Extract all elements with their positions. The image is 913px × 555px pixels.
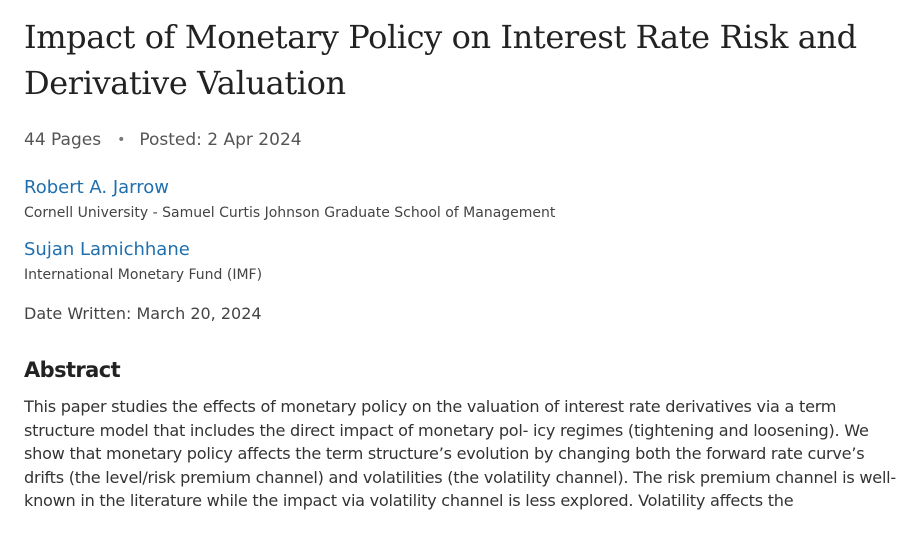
paper-title: Impact of Monetary Policy on Interest Ra… xyxy=(24,18,857,102)
meta-separator: • xyxy=(117,132,126,148)
author-link[interactable]: Robert A. Jarrow xyxy=(24,177,169,198)
date-written: Date Written: March 20, 2024 xyxy=(24,304,262,323)
author-link[interactable]: Sujan Lamichhane xyxy=(24,239,190,260)
posted-date: Posted: 2 Apr 2024 xyxy=(139,130,302,150)
paper-page: Impact of Monetary Policy on Interest Ra… xyxy=(24,14,909,513)
paper-meta: 44 Pages • Posted: 2 Apr 2024 xyxy=(24,128,909,152)
author-affiliation: International Monetary Fund (IMF) xyxy=(24,267,263,283)
author-block: Sujan Lamichhane International Monetary … xyxy=(24,238,909,286)
abstract-heading: Abstract xyxy=(24,358,121,382)
author-affiliation: Cornell University - Samuel Curtis Johns… xyxy=(24,205,556,221)
page-count: 44 Pages xyxy=(24,130,102,150)
author-block: Robert A. Jarrow Cornell University - Sa… xyxy=(24,176,909,224)
abstract-text: This paper studies the effects of moneta… xyxy=(24,397,896,510)
